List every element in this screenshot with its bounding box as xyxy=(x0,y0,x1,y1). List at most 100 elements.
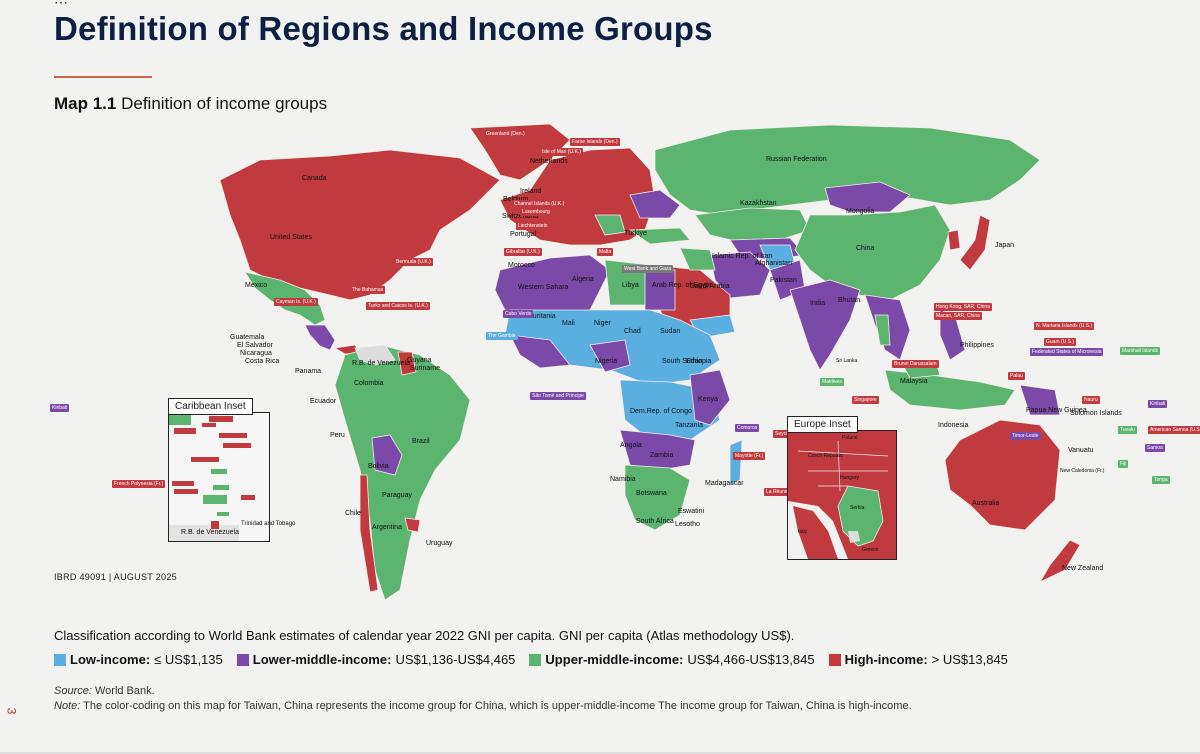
legend-range-lower-middle: US$1,136-US$4,465 xyxy=(395,652,516,667)
label-el-salvador: El Salvador xyxy=(237,342,273,349)
source-line: Source: World Bank. xyxy=(54,685,155,697)
png-shape xyxy=(1019,384,1061,416)
europe-inset: Poland Czech Republic Hungary Serbia Ita… xyxy=(787,430,897,560)
tag-gibraltar: Gibraltar (U.K.) xyxy=(504,248,542,256)
label-mongolia: Mongolia xyxy=(846,208,875,215)
label-chile: Chile xyxy=(345,510,361,517)
europe-poland-label: Poland xyxy=(842,435,858,441)
label-nigeria: Nigeria xyxy=(595,358,618,365)
europe-greece-label: Greece xyxy=(862,547,879,553)
label-mauritania: Mauritania xyxy=(523,313,556,320)
tag-brunei: Brunei Darussalam xyxy=(892,360,939,368)
label-russia: Russian Federation xyxy=(766,156,827,163)
tag-singapore: Singapore xyxy=(852,396,879,404)
label-ireland: Ireland xyxy=(520,188,542,195)
label-w-sahara: Western Sahara xyxy=(518,284,569,291)
legend-label-upper-middle: Upper-middle-income: xyxy=(545,652,684,667)
label-argentina: Argentina xyxy=(372,524,402,531)
tag-reunion: La Réunion (Fr.) xyxy=(764,488,805,496)
tag-guam: Guam (U.S.) xyxy=(1044,338,1077,346)
label-png: Papua New Guinea xyxy=(1026,407,1087,414)
new-zealand-shape xyxy=(1038,539,1081,583)
tag-am-samoa: American Samoa (U.S.) xyxy=(1148,426,1200,434)
caribbean-inset-title: Caribbean Inset xyxy=(168,398,253,415)
legend-label-high: High-income: xyxy=(844,652,928,667)
tag-timor: Timor-Leste xyxy=(1010,432,1041,440)
label-south-africa: South Africa xyxy=(636,518,674,525)
label-lesotho: Lesotho xyxy=(675,521,700,528)
tag-mayotte: Mayotte (Fr.) xyxy=(733,452,766,460)
east-africa-shape xyxy=(689,369,731,426)
south-america-shape xyxy=(334,344,471,601)
caribbean-inset-map xyxy=(169,413,255,541)
kazakhstan-shape xyxy=(694,207,811,243)
label-canada: Canada xyxy=(302,175,327,182)
legend-swatch-high xyxy=(828,653,841,666)
tag-macao: Macao, SAR, China xyxy=(934,312,982,320)
label-sri-lanka: Sri Lanka xyxy=(836,358,858,364)
label-switzerland: Switzerland xyxy=(502,213,539,220)
label-saudi: Saudi Arabia xyxy=(690,283,730,290)
label-belgium: Belgium xyxy=(503,196,528,203)
chile-shape xyxy=(359,474,379,593)
classification-text: Classification according to World Bank e… xyxy=(54,628,795,643)
caribbean-trinidad-label: Trinidad and Tobago xyxy=(241,521,296,527)
tag-greenland: Greenland (Den.) xyxy=(484,130,527,138)
label-angola: Angola xyxy=(620,442,642,449)
indonesia-shape xyxy=(884,369,1016,411)
label-japan: Japan xyxy=(995,242,1015,249)
legend-item-lower-middle: Lower-middle-income: US$1,136-US$4,465 xyxy=(236,652,516,667)
label-paraguay: Paraguay xyxy=(382,492,412,499)
turkiye-shape xyxy=(628,227,691,245)
source-label: Source: xyxy=(54,685,92,697)
label-afghanistan: Afghanistan xyxy=(755,260,792,267)
tag-nauru: Nauru xyxy=(1082,396,1100,404)
tag-cayman: Cayman Is. (U.K.) xyxy=(274,298,318,306)
legend-range-upper-middle: US$4,466-US$13,845 xyxy=(687,652,815,667)
note-line: Note: The color-coding on this map for T… xyxy=(54,700,912,712)
label-brazil: Brazil xyxy=(412,438,430,445)
label-tanzania: Tanzania xyxy=(675,422,704,429)
label-panama: Panama xyxy=(295,368,322,375)
central-america-shape xyxy=(304,324,336,351)
europe-inset-map xyxy=(788,440,889,559)
europe-czech-label: Czech Republic xyxy=(808,453,844,459)
legend-range-low: ≤ US$1,135 xyxy=(154,652,223,667)
label-morocco: Morocco xyxy=(508,262,535,269)
korea-shape xyxy=(947,229,961,251)
tag-gambia: The Gambia xyxy=(486,332,518,340)
label-sudan: Sudan xyxy=(660,328,681,335)
page-title: Definition of Regions and Income Groups xyxy=(54,10,713,47)
label-philippines: Philippines xyxy=(960,342,994,349)
label-eswatini: Eswatini xyxy=(678,508,705,515)
tag-kiribati-west: Kiribati xyxy=(50,404,70,412)
label-bhutan: Bhutan xyxy=(838,297,861,304)
label-namibia: Namibia xyxy=(610,476,636,483)
label-botswana: Botswana xyxy=(636,490,667,497)
label-new-zealand: New Zealand xyxy=(1062,565,1104,572)
label-mexico: Mexico xyxy=(245,282,268,289)
source-text: World Bank. xyxy=(91,685,155,697)
tag-isle-of-man: Isle of Man (U.K.) xyxy=(540,148,583,156)
label-vanuatu: Vanuatu xyxy=(1068,447,1094,454)
legend-swatch-upper-middle xyxy=(529,653,542,666)
map-number: Map 1.1 xyxy=(54,94,117,113)
australia-shape xyxy=(944,419,1061,531)
label-drc: Dem.Rep. of Congo xyxy=(630,408,692,415)
iran-shape xyxy=(709,251,771,299)
label-kazakhstan: Kazakhstan xyxy=(740,200,777,207)
label-libya: Libya xyxy=(622,282,639,289)
label-mali: Mali xyxy=(562,320,575,327)
tag-tuvalu: Tuvalu xyxy=(1118,426,1137,434)
tag-faroe: Faroe Islands (Den.) xyxy=(570,138,620,146)
tag-tonga: Tonga xyxy=(1152,476,1170,484)
label-uruguay: Uruguay xyxy=(426,540,453,547)
tag-cabo-verde: Cabo Verde xyxy=(503,310,534,318)
label-turkiye: Türkiye xyxy=(624,230,647,237)
legend-item-upper-middle: Upper-middle-income: US$4,466-US$13,845 xyxy=(529,652,815,667)
label-guatemala: Guatemala xyxy=(230,334,265,341)
label-zambia: Zambia xyxy=(650,452,674,459)
page-number: 3 xyxy=(4,707,19,715)
tag-samoa: Samoa xyxy=(1145,444,1165,452)
label-india: India xyxy=(810,300,826,307)
